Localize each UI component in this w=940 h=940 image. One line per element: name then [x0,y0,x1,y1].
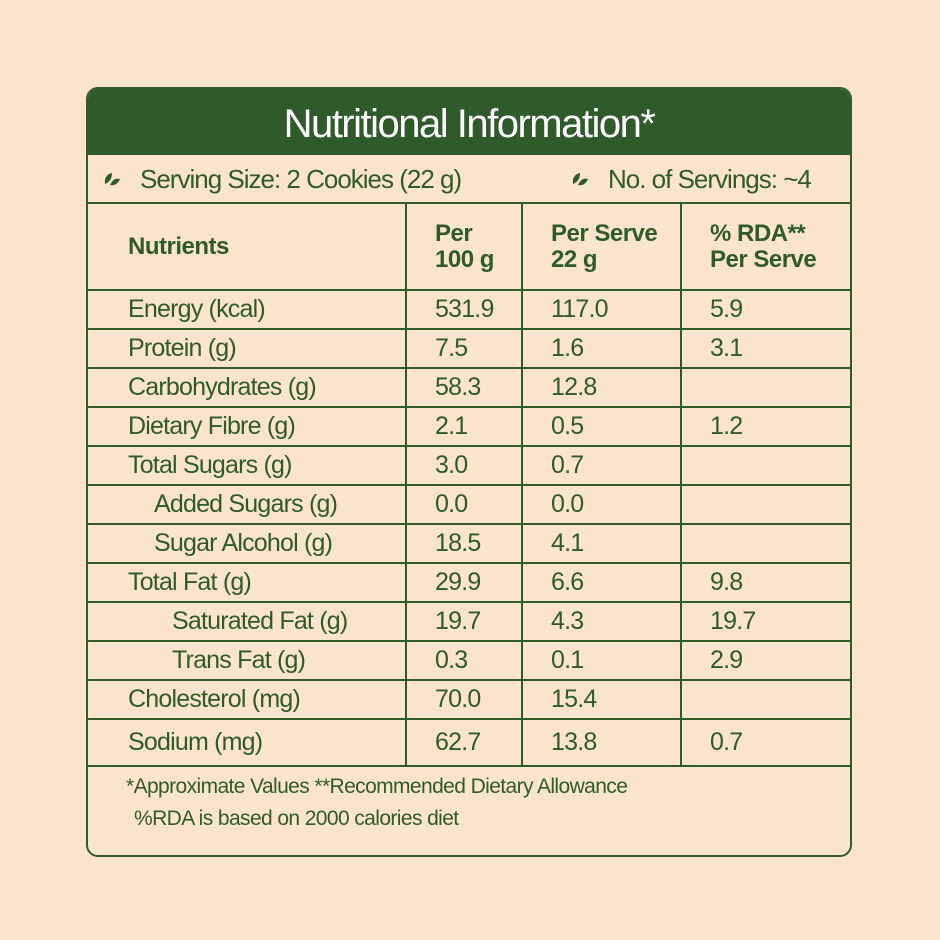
value-per-serve: 1.6 [521,328,682,369]
table-row: Saturated Fat (g) 19.7 4.3 19.7 [88,601,850,642]
table-row: Sodium (mg) 62.7 13.8 0.7 [88,718,850,767]
nutrient-name: Total Fat (g) [88,562,407,603]
nutrient-name: Protein (g) [88,328,407,369]
value-per-100g: 19.7 [405,601,523,642]
table-row: Total Fat (g) 29.9 6.6 9.8 [88,562,850,603]
value-per-serve: 0.5 [521,406,682,447]
value-per-100g: 29.9 [405,562,523,603]
value-per-100g: 0.0 [405,484,523,525]
serving-info: Serving Size: 2 Cookies (22 g) No. of Se… [88,155,850,204]
nutrient-name: Carbohydrates (g) [88,367,407,408]
value-rda: 1.2 [680,406,850,447]
footnotes: *Approximate Values **Recommended Dietar… [88,767,850,835]
serving-size: Serving Size: 2 Cookies (22 g) [140,164,462,194]
table-row: Total Sugars (g) 3.0 0.7 [88,445,850,486]
header-row: Nutrients Per 100 g Per Serve 22 g % RDA… [88,204,850,291]
nutrition-table: Nutrients Per 100 g Per Serve 22 g % RDA… [88,204,850,767]
leaf-icon [104,173,120,186]
footnote: %RDA is based on 2000 calories diet [134,807,459,830]
value-per-100g: 18.5 [405,523,523,564]
nutrient-name: Energy (kcal) [88,289,407,330]
value-per-100g: 58.3 [405,367,523,408]
nutrient-name: Total Sugars (g) [88,445,407,486]
value-per-100g: 62.7 [405,718,523,767]
nutrient-name: Cholesterol (mg) [88,679,407,720]
value-per-serve: 6.6 [521,562,682,603]
value-rda: 2.9 [680,640,850,681]
value-rda [680,679,850,720]
value-rda [680,484,850,525]
value-per-serve: 4.3 [521,601,682,642]
footnote: *Approximate Values **Recommended Dietar… [126,775,628,798]
value-rda: 19.7 [680,601,850,642]
nutrient-name: Dietary Fibre (g) [88,406,407,447]
nutrient-name: Sodium (mg) [88,718,407,767]
value-per-serve: 13.8 [521,718,682,767]
table-row: Sugar Alcohol (g) 18.5 4.1 [88,523,850,564]
value-per-serve: 0.7 [521,445,682,486]
panel-title: Nutritional Information* [88,89,850,155]
value-rda [680,523,850,564]
value-per-100g: 0.3 [405,640,523,681]
value-rda [680,445,850,486]
value-rda: 9.8 [680,562,850,603]
value-per-100g: 3.0 [405,445,523,486]
nutrient-name: Saturated Fat (g) [88,601,407,642]
nutrition-panel: Nutritional Information* Serving Size: 2… [86,87,852,857]
value-per-100g: 70.0 [405,679,523,720]
nutrient-name: Sugar Alcohol (g) [88,523,407,564]
nutrient-name: Added Sugars (g) [88,484,407,525]
value-per-serve: 0.1 [521,640,682,681]
value-per-100g: 7.5 [405,328,523,369]
value-per-serve: 0.0 [521,484,682,525]
value-rda [680,367,850,408]
servings-count: No. of Servings: ~4 [608,164,812,194]
header-nutrients: Nutrients [88,204,407,291]
header-per-serve: Per Serve 22 g [521,204,682,291]
value-per-serve: 4.1 [521,523,682,564]
header-per-100g: Per 100 g [405,204,523,291]
table-row: Carbohydrates (g) 58.3 12.8 [88,367,850,408]
nutrient-name: Trans Fat (g) [88,640,407,681]
value-per-100g: 2.1 [405,406,523,447]
value-per-serve: 117.0 [521,289,682,330]
value-per-serve: 12.8 [521,367,682,408]
value-per-serve: 15.4 [521,679,682,720]
leaf-icon [572,173,588,186]
value-rda: 5.9 [680,289,850,330]
table-row: Energy (kcal) 531.9 117.0 5.9 [88,289,850,330]
table-row: Protein (g) 7.5 1.6 3.1 [88,328,850,369]
table-row: Dietary Fibre (g) 2.1 0.5 1.2 [88,406,850,447]
value-per-100g: 531.9 [405,289,523,330]
value-rda: 3.1 [680,328,850,369]
table-row: Added Sugars (g) 0.0 0.0 [88,484,850,525]
value-rda: 0.7 [680,718,850,767]
table-row: Trans Fat (g) 0.3 0.1 2.9 [88,640,850,681]
header-rda: % RDA** Per Serve [680,204,850,291]
table-row: Cholesterol (mg) 70.0 15.4 [88,679,850,720]
